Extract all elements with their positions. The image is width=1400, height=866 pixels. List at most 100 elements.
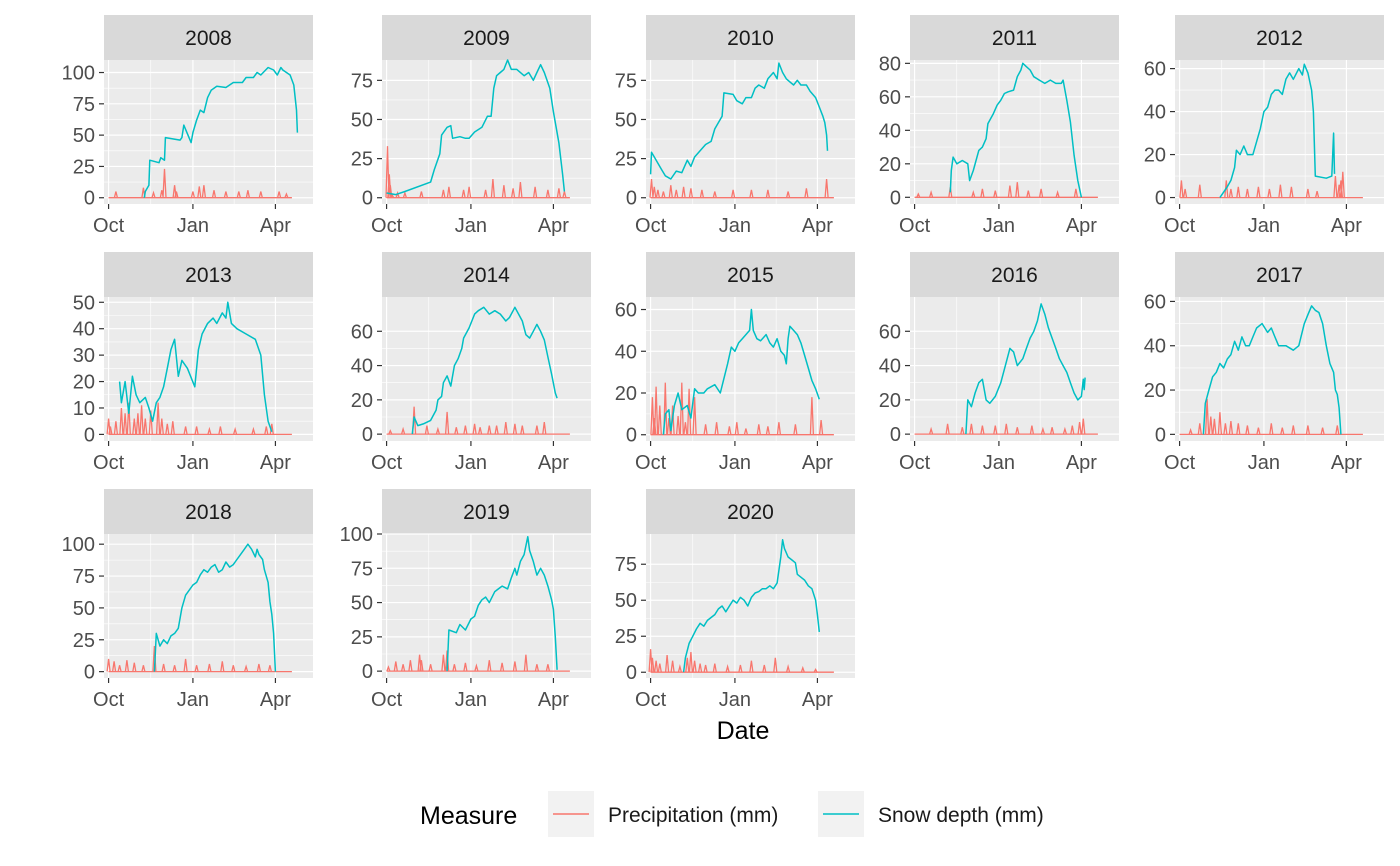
series-line-precipitation bbox=[386, 650, 570, 672]
facet-strip-label: 2012 bbox=[1256, 27, 1303, 50]
x-tick-label: Apr bbox=[802, 452, 833, 474]
y-tick-label: 25 bbox=[73, 156, 95, 178]
x-tick-label: Apr bbox=[1066, 215, 1097, 237]
x-tick-label: Apr bbox=[260, 215, 291, 237]
y-tick-label: 40 bbox=[1144, 336, 1166, 358]
y-tick-label: 25 bbox=[615, 149, 637, 171]
y-tick-label: 40 bbox=[351, 356, 373, 378]
facet-2014: 2014 0 20 40 60 Oct Jan Apr bbox=[351, 252, 591, 474]
x-tick-label: Oct bbox=[93, 689, 125, 711]
facet-strip-label: 2016 bbox=[991, 264, 1038, 287]
facet-strip bbox=[646, 252, 855, 297]
facet-2017: 2017 0 20 40 60 Oct Jan Apr bbox=[1144, 252, 1384, 474]
x-tick-label: Oct bbox=[899, 452, 931, 474]
panel-background bbox=[646, 534, 855, 678]
x-tick-label: Apr bbox=[1331, 452, 1362, 474]
facet-strip-label: 2013 bbox=[185, 264, 232, 287]
x-tick-label: Oct bbox=[371, 215, 403, 237]
panel-background bbox=[646, 60, 855, 204]
facet-2009: 2009 0 25 50 75 Oct Jan Apr bbox=[351, 15, 591, 237]
series-line-snow-depth bbox=[1202, 305, 1342, 435]
facet-strip-label: 2019 bbox=[463, 501, 510, 524]
y-tick-label: 60 bbox=[879, 87, 901, 109]
y-tick-label: 40 bbox=[879, 120, 901, 142]
x-tick-label: Apr bbox=[802, 215, 833, 237]
facet-2016: 2016 0 20 40 60 Oct Jan Apr bbox=[879, 252, 1119, 474]
x-tick-label: Jan bbox=[455, 452, 487, 474]
x-tick-label: Apr bbox=[1331, 215, 1362, 237]
facet-strip bbox=[1175, 15, 1384, 60]
y-tick-label: 50 bbox=[615, 109, 637, 131]
series-line-precipitation bbox=[386, 406, 570, 435]
series-line-snow-depth bbox=[118, 301, 273, 433]
y-tick-label: 20 bbox=[1144, 145, 1166, 167]
y-tick-label: 60 bbox=[351, 321, 373, 343]
x-tick-label: Jan bbox=[983, 452, 1015, 474]
facet-2011: 2011 0 20 40 60 80 Oct Jan Apr bbox=[879, 15, 1119, 237]
facet-strip-label: 2015 bbox=[727, 264, 774, 287]
series-line-snow-depth bbox=[649, 62, 829, 180]
y-tick-label: 30 bbox=[73, 345, 95, 367]
y-tick-label: 50 bbox=[351, 109, 373, 131]
y-tick-label: 50 bbox=[73, 125, 95, 147]
y-tick-label: 60 bbox=[1144, 59, 1166, 81]
facet-strip bbox=[104, 489, 313, 534]
panel-background bbox=[1175, 60, 1384, 204]
series-line-snow-depth bbox=[662, 308, 821, 435]
x-tick-label: Oct bbox=[635, 689, 667, 711]
facet-2020: 2020 0 25 50 75 Oct Jan Apr bbox=[615, 489, 855, 711]
x-tick-label: Oct bbox=[93, 452, 125, 474]
facet-2008: 2008 0 25 50 75 100 Oct Jan Apr bbox=[62, 15, 313, 237]
legend-title: Measure bbox=[420, 802, 517, 830]
y-tick-label: 20 bbox=[879, 390, 901, 412]
series-line-snow-depth bbox=[1219, 63, 1336, 199]
series-line-precipitation bbox=[648, 649, 834, 673]
legend: Measure Precipitation (mm) Snow depth (m… bbox=[420, 791, 1044, 837]
series-line-snow-depth bbox=[143, 66, 299, 198]
x-tick-label: Jan bbox=[455, 689, 487, 711]
series-line-precipitation bbox=[649, 178, 834, 199]
facet-strip-label: 2011 bbox=[992, 27, 1037, 50]
facet-strip-label: 2018 bbox=[185, 501, 232, 524]
x-tick-label: Jan bbox=[177, 452, 209, 474]
facet-strip-label: 2017 bbox=[1256, 264, 1303, 287]
series-line-precipitation bbox=[650, 382, 834, 436]
facet-strip bbox=[646, 15, 855, 60]
y-tick-label: 75 bbox=[73, 94, 95, 116]
y-tick-label: 0 bbox=[362, 424, 373, 446]
y-tick-label: 100 bbox=[62, 63, 95, 85]
y-tick-label: 0 bbox=[362, 188, 373, 210]
y-tick-label: 0 bbox=[84, 662, 95, 684]
facet-2018: 2018 0 25 50 75 100 Oct Jan Apr bbox=[62, 489, 313, 711]
x-tick-label: Apr bbox=[260, 689, 291, 711]
y-tick-label: 20 bbox=[879, 154, 901, 176]
x-tick-label: Jan bbox=[983, 215, 1015, 237]
panel-background bbox=[1175, 297, 1384, 441]
x-tick-label: Apr bbox=[538, 689, 569, 711]
series-line-snow-depth bbox=[386, 59, 566, 196]
panel-background bbox=[910, 297, 1119, 441]
y-tick-label: 80 bbox=[879, 53, 901, 75]
y-tick-label: 75 bbox=[73, 566, 95, 588]
x-tick-label: Apr bbox=[538, 215, 569, 237]
y-tick-label: 0 bbox=[84, 188, 95, 210]
x-tick-label: Apr bbox=[1066, 452, 1097, 474]
panel-background bbox=[910, 60, 1119, 204]
y-tick-label: 25 bbox=[351, 627, 373, 649]
x-tick-label: Oct bbox=[371, 689, 403, 711]
y-tick-label: 75 bbox=[351, 558, 373, 580]
facet-strip-label: 2010 bbox=[727, 27, 774, 50]
series-line-precipitation bbox=[1179, 171, 1363, 199]
y-tick-label: 20 bbox=[73, 372, 95, 394]
x-tick-label: Oct bbox=[899, 215, 931, 237]
series-line-precipitation bbox=[914, 418, 1098, 435]
x-tick-label: Oct bbox=[1164, 452, 1196, 474]
x-tick-label: Jan bbox=[719, 215, 751, 237]
y-tick-label: 60 bbox=[879, 321, 901, 343]
y-tick-label: 75 bbox=[351, 70, 373, 92]
x-tick-label: Jan bbox=[1248, 452, 1280, 474]
y-tick-label: 0 bbox=[626, 188, 637, 210]
y-tick-label: 0 bbox=[890, 187, 901, 209]
